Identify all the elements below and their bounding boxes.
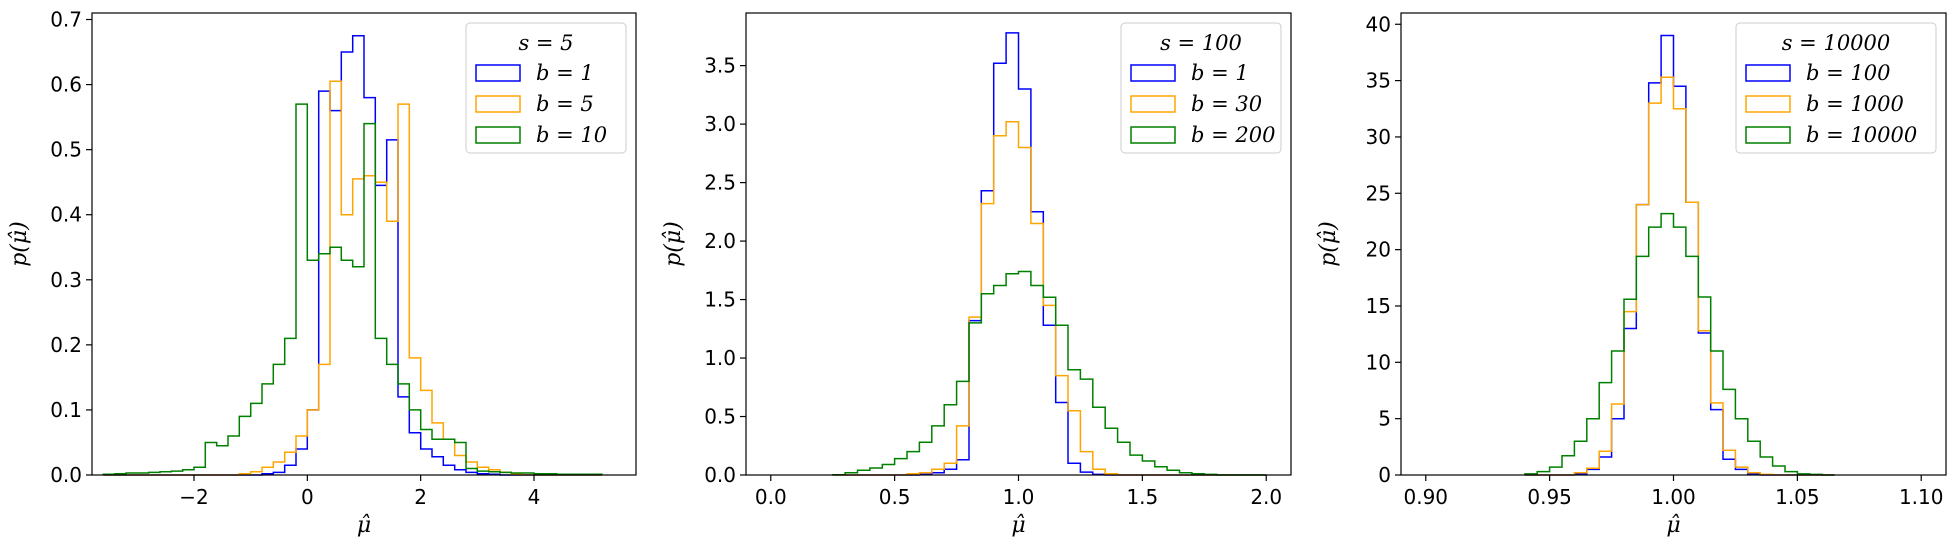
legend: s = 100 b = 1 b = 30 b = 200 <box>1120 22 1282 154</box>
legend-label-2: b = 5 <box>536 92 594 116</box>
x-tick-label: 2.0 <box>1250 485 1282 509</box>
y-tick-label: 2.0 <box>704 229 736 253</box>
legend: s = 10000 b = 100 b = 1000 b = 10000 <box>1735 22 1937 154</box>
y-tick-label: 10 <box>1366 350 1391 374</box>
y-axis-label: p(μ̂) <box>661 221 686 267</box>
y-tick-label: 0.5 <box>704 405 736 429</box>
y-tick-label: 40 <box>1366 12 1391 36</box>
legend-label-1: b = 1 <box>1191 61 1249 85</box>
legend-label-3: b = 10000 <box>1806 123 1917 147</box>
x-axis-label: μ̂ <box>1011 513 1025 538</box>
legend-label-3: b = 10 <box>536 123 607 147</box>
y-tick-label: 30 <box>1366 125 1391 149</box>
series-line-3 <box>831 270 1267 476</box>
legend: s = 5 b = 1 b = 5 b = 10 <box>465 22 627 154</box>
legend-label-1: b = 1 <box>536 61 594 85</box>
x-tick-label: 0.95 <box>1527 485 1572 509</box>
legend-box <box>465 22 627 154</box>
y-tick-label: 15 <box>1366 294 1391 318</box>
x-tick-label: 2 <box>414 485 427 509</box>
legend-box <box>1735 22 1937 154</box>
y-tick-label: 3.0 <box>704 112 736 136</box>
legend-swatch-2 <box>475 95 521 113</box>
y-axis-label: p(μ̂) <box>7 221 32 267</box>
legend-title: s = 5 <box>518 31 573 55</box>
y-tick-label: 1.0 <box>704 346 736 370</box>
y-tick-label: 0.0 <box>704 463 736 487</box>
chart-panel-1: −2 0 2 4 0.0 0.1 0.2 0.3 0.4 0.5 0.6 0.7 μ̂ p(μ̂) s = … <box>7 8 637 538</box>
x-tick-label: 0.90 <box>1404 485 1449 509</box>
legend-swatch-1 <box>1130 64 1176 82</box>
chart-panel-2: 0.0 0.5 1.0 1.5 2.0 0.0 0.5 1.0 1.5 2.0 2.5 3.0 3.5 μ… <box>661 12 1292 538</box>
y-tick-label: 20 <box>1366 238 1391 262</box>
legend-swatch-3 <box>1745 126 1791 144</box>
legend-swatch-1 <box>1745 64 1791 82</box>
series-line-3 <box>102 103 603 476</box>
y-tick-label: 0.3 <box>50 268 82 292</box>
chart-panel-3: 0.90 0.95 1.00 1.05 1.10 0 5 10 15 20 25 30 35 40 μ̂ p(… <box>1316 12 1947 538</box>
x-tick-label: 0 <box>301 485 314 509</box>
x-tick-label: 0.0 <box>755 485 787 509</box>
legend-label-2: b = 30 <box>1191 92 1262 116</box>
legend-label-3: b = 200 <box>1191 123 1275 147</box>
y-tick-label: 0.6 <box>50 73 82 97</box>
x-tick-label: −2 <box>179 485 208 509</box>
x-tick-label: 0.5 <box>879 485 911 509</box>
x-tick-label: 1.10 <box>1899 485 1944 509</box>
y-tick-label: 0.5 <box>50 138 82 162</box>
y-tick-label: 2.5 <box>704 171 736 195</box>
legend-swatch-1 <box>475 64 521 82</box>
plot-frame <box>91 12 637 476</box>
legend-swatch-3 <box>1130 126 1176 144</box>
legend-box <box>1120 22 1282 154</box>
legend-title: s = 100 <box>1160 31 1242 55</box>
legend-swatch-2 <box>1745 95 1791 113</box>
x-axis-label: μ̂ <box>1666 513 1680 538</box>
y-tick-label: 0.0 <box>50 463 82 487</box>
y-tick-label: 0 <box>1378 463 1391 487</box>
x-tick-label: 1.0 <box>1003 485 1035 509</box>
y-tick-label: 1.5 <box>704 288 736 312</box>
x-tick-label: 1.5 <box>1126 485 1158 509</box>
y-tick-label: 25 <box>1366 181 1391 205</box>
y-tick-label: 35 <box>1366 69 1391 93</box>
y-tick-label: 0.4 <box>50 203 82 227</box>
series-line-2 <box>832 121 1267 476</box>
x-tick-label: 4 <box>528 485 541 509</box>
legend-swatch-2 <box>1130 95 1176 113</box>
x-axis-label: μ̂ <box>357 513 371 538</box>
y-tick-label: 3.5 <box>704 54 736 78</box>
y-tick-label: 0.1 <box>50 398 82 422</box>
legend-label-1: b = 100 <box>1806 61 1890 85</box>
legend-title: s = 10000 <box>1782 31 1891 55</box>
x-tick-label: 1.05 <box>1775 485 1820 509</box>
series-line-3 <box>1524 212 1835 476</box>
y-tick-label: 5 <box>1378 407 1391 431</box>
y-tick-label: 0.2 <box>50 333 82 357</box>
legend-label-2: b = 1000 <box>1806 92 1904 116</box>
y-axis-label: p(μ̂) <box>1316 221 1341 267</box>
x-tick-label: 1.00 <box>1651 485 1696 509</box>
legend-swatch-3 <box>475 126 521 144</box>
y-tick-label: 0.7 <box>50 8 82 32</box>
